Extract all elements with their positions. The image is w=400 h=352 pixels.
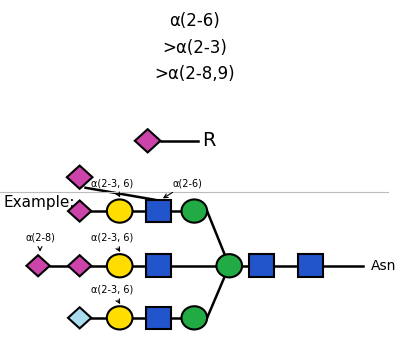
Polygon shape [135,129,160,152]
Polygon shape [68,307,91,328]
Polygon shape [67,165,92,189]
Circle shape [182,306,207,329]
FancyBboxPatch shape [146,254,171,277]
Circle shape [216,254,242,277]
Circle shape [182,200,207,223]
FancyBboxPatch shape [146,200,171,222]
Text: R: R [202,131,216,150]
Circle shape [107,306,132,329]
FancyBboxPatch shape [146,307,171,329]
Polygon shape [68,201,91,222]
Text: Example:: Example: [4,195,75,210]
Text: Asn: Asn [371,259,396,273]
Text: >α(2-3): >α(2-3) [162,39,227,57]
Text: >α(2-8,9): >α(2-8,9) [154,65,234,83]
Text: α(2-3, 6): α(2-3, 6) [91,233,133,251]
Circle shape [107,200,132,223]
Text: α(2-3, 6): α(2-3, 6) [91,178,133,196]
Polygon shape [26,255,50,276]
Text: α(2-3, 6): α(2-3, 6) [91,285,133,303]
Text: α(2-6): α(2-6) [164,178,203,198]
Text: α(2-6): α(2-6) [169,12,220,30]
Polygon shape [68,255,91,276]
Text: α(2-8): α(2-8) [25,233,55,251]
FancyBboxPatch shape [249,254,274,277]
Circle shape [107,254,132,277]
FancyBboxPatch shape [298,254,323,277]
